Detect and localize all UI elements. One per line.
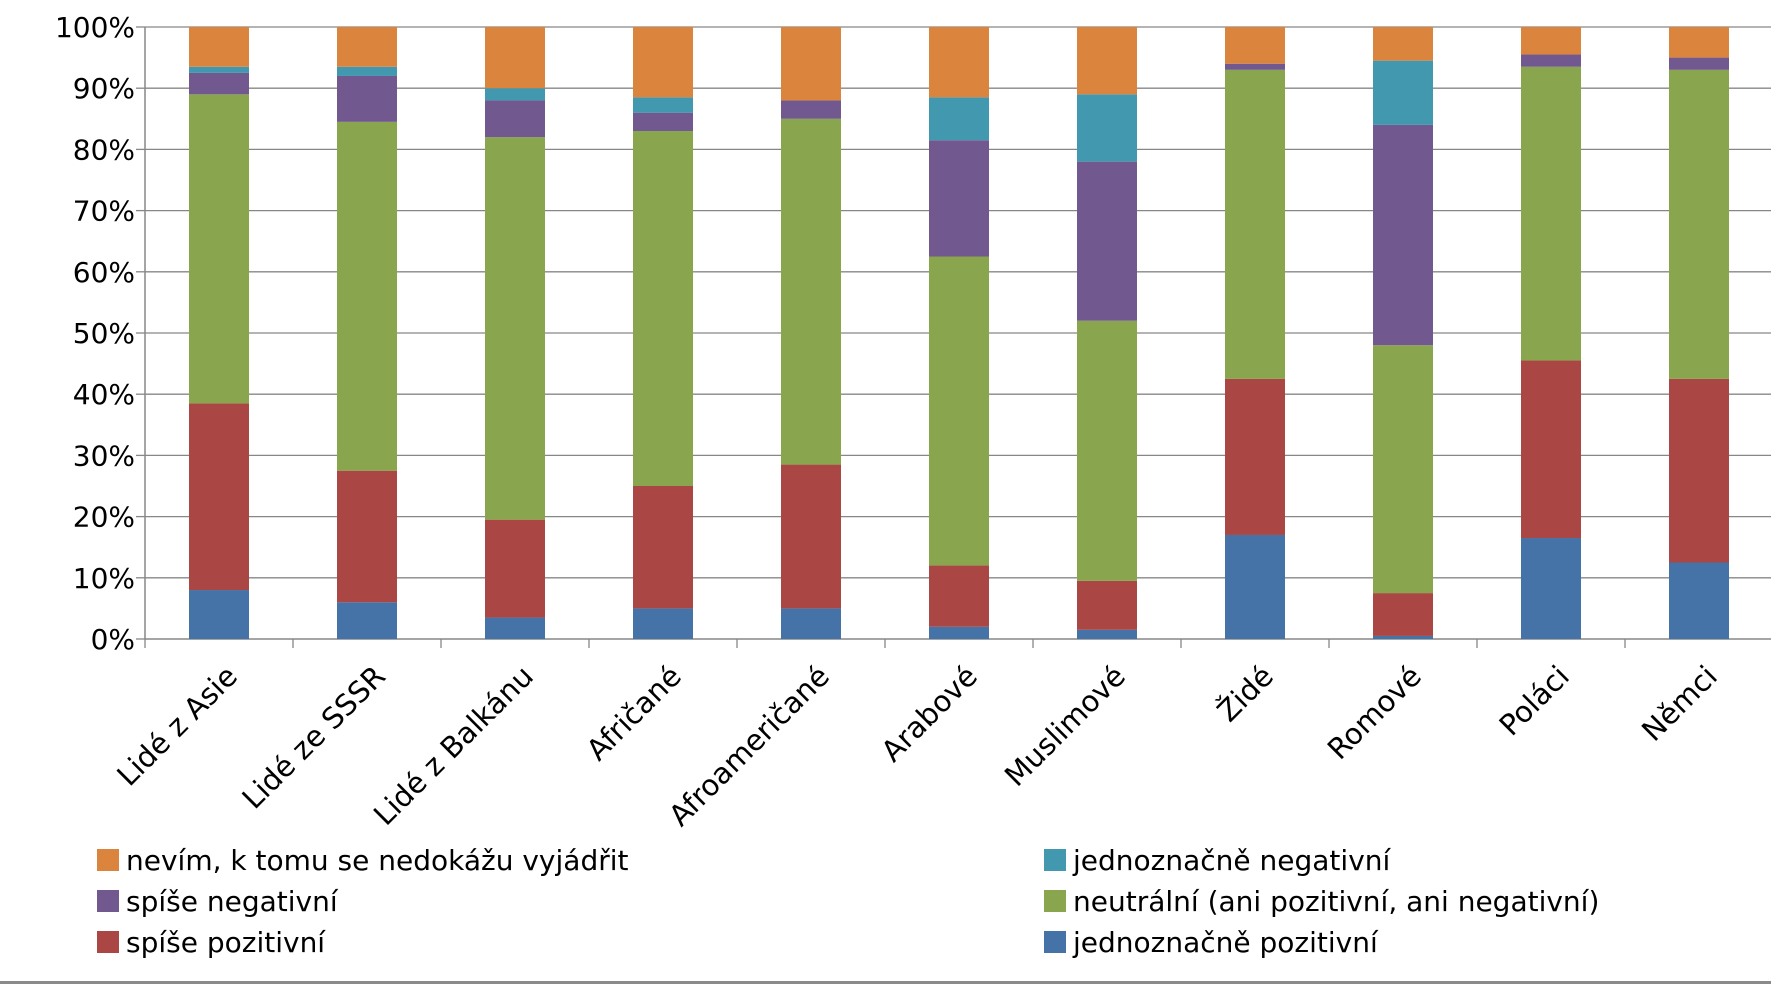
- bar-segment: [1077, 320, 1137, 581]
- bar-segment: [1521, 538, 1581, 639]
- bar-segment: [1077, 580, 1137, 630]
- bar-segment: [633, 97, 693, 113]
- bar-segment: [485, 137, 545, 520]
- bar-segment: [1669, 378, 1729, 563]
- bar-segment: [485, 88, 545, 101]
- y-tick-label: 80%: [73, 133, 135, 166]
- bar-segment: [485, 617, 545, 639]
- bar-segment: [1521, 54, 1581, 67]
- bar-segment: [781, 464, 841, 609]
- bar-segment: [189, 403, 249, 591]
- bar-segment: [781, 608, 841, 639]
- bar-segment: [1521, 66, 1581, 361]
- bar-segment: [929, 565, 989, 627]
- bar-segment: [781, 100, 841, 119]
- x-tick-label: Židé: [1211, 659, 1280, 728]
- x-tick-label: Němci: [1635, 659, 1724, 748]
- y-tick-label: 10%: [73, 562, 135, 595]
- y-tick-label: 100%: [55, 11, 135, 44]
- bar-segment: [1225, 27, 1285, 64]
- x-tick-label: Lidé z Balkánu: [367, 659, 540, 832]
- bar-segment: [337, 75, 397, 122]
- bar-segment: [337, 470, 397, 603]
- x-tick-label: Muslimové: [998, 659, 1132, 793]
- bar-segment: [1669, 69, 1729, 379]
- bar-segment: [1521, 27, 1581, 55]
- bar-segment: [633, 112, 693, 132]
- bar-segment: [633, 486, 693, 609]
- bar-segment: [1669, 57, 1729, 70]
- bar-segment: [1669, 562, 1729, 639]
- bar-segment: [189, 94, 249, 404]
- bar-segment: [929, 140, 989, 257]
- bar-segment: [1373, 635, 1433, 639]
- bar-segment: [189, 27, 249, 67]
- bar-segment: [485, 519, 545, 618]
- y-tick-label: 30%: [73, 439, 135, 472]
- x-tick-label: Lidé z Asie: [110, 659, 244, 793]
- y-tick-label: 50%: [73, 317, 135, 350]
- y-tick-label: 20%: [73, 501, 135, 534]
- bar-segment: [633, 608, 693, 639]
- bar-segment: [929, 626, 989, 639]
- bar-segment: [189, 72, 249, 95]
- bar-segment: [1373, 345, 1433, 594]
- y-tick-label: 40%: [73, 378, 135, 411]
- x-tick-label: Romové: [1321, 659, 1428, 766]
- bar-segment: [1373, 27, 1433, 61]
- bar-segment: [1225, 534, 1285, 639]
- x-tick-label: Poláci: [1492, 659, 1575, 742]
- bar-segment: [1077, 629, 1137, 639]
- bar-segment: [929, 97, 989, 141]
- y-tick-label: 90%: [73, 72, 135, 105]
- bar-segment: [1225, 63, 1285, 70]
- x-tick-label: Lidé ze SSSR: [235, 659, 392, 816]
- bar-segment: [1373, 593, 1433, 636]
- bottom-border-line: [0, 981, 1771, 984]
- x-tick-label: Afroameričané: [662, 659, 836, 833]
- bar-segment: [1077, 94, 1137, 162]
- bar-segment: [1669, 27, 1729, 58]
- y-tick-label: 60%: [73, 256, 135, 289]
- bar-segment: [189, 590, 249, 639]
- bar-segment: [633, 131, 693, 487]
- bar-segment: [781, 118, 841, 465]
- y-tick-label: 0%: [91, 623, 135, 656]
- bar-segment: [1077, 161, 1137, 321]
- y-tick-label: 70%: [73, 195, 135, 228]
- bar-segment: [1373, 60, 1433, 125]
- bar-segment: [781, 27, 841, 101]
- bar-segment: [929, 256, 989, 566]
- x-tick-label: Afričané: [580, 659, 688, 767]
- bar-segment: [189, 66, 249, 73]
- bar-segment: [485, 27, 545, 89]
- bar-segment: [337, 27, 397, 67]
- bar-segment: [1373, 124, 1433, 346]
- bar-segment: [1225, 69, 1285, 379]
- x-tick-label: Arabové: [875, 659, 984, 768]
- bar-segment: [485, 100, 545, 138]
- bar-segment: [1077, 27, 1137, 95]
- bar-segment: [1521, 360, 1581, 539]
- bar-segment: [337, 602, 397, 639]
- bar-segment: [1225, 378, 1285, 535]
- bar-segment: [337, 66, 397, 76]
- bar-segment: [929, 27, 989, 98]
- bar-segment: [633, 27, 693, 98]
- bar-segment: [337, 121, 397, 471]
